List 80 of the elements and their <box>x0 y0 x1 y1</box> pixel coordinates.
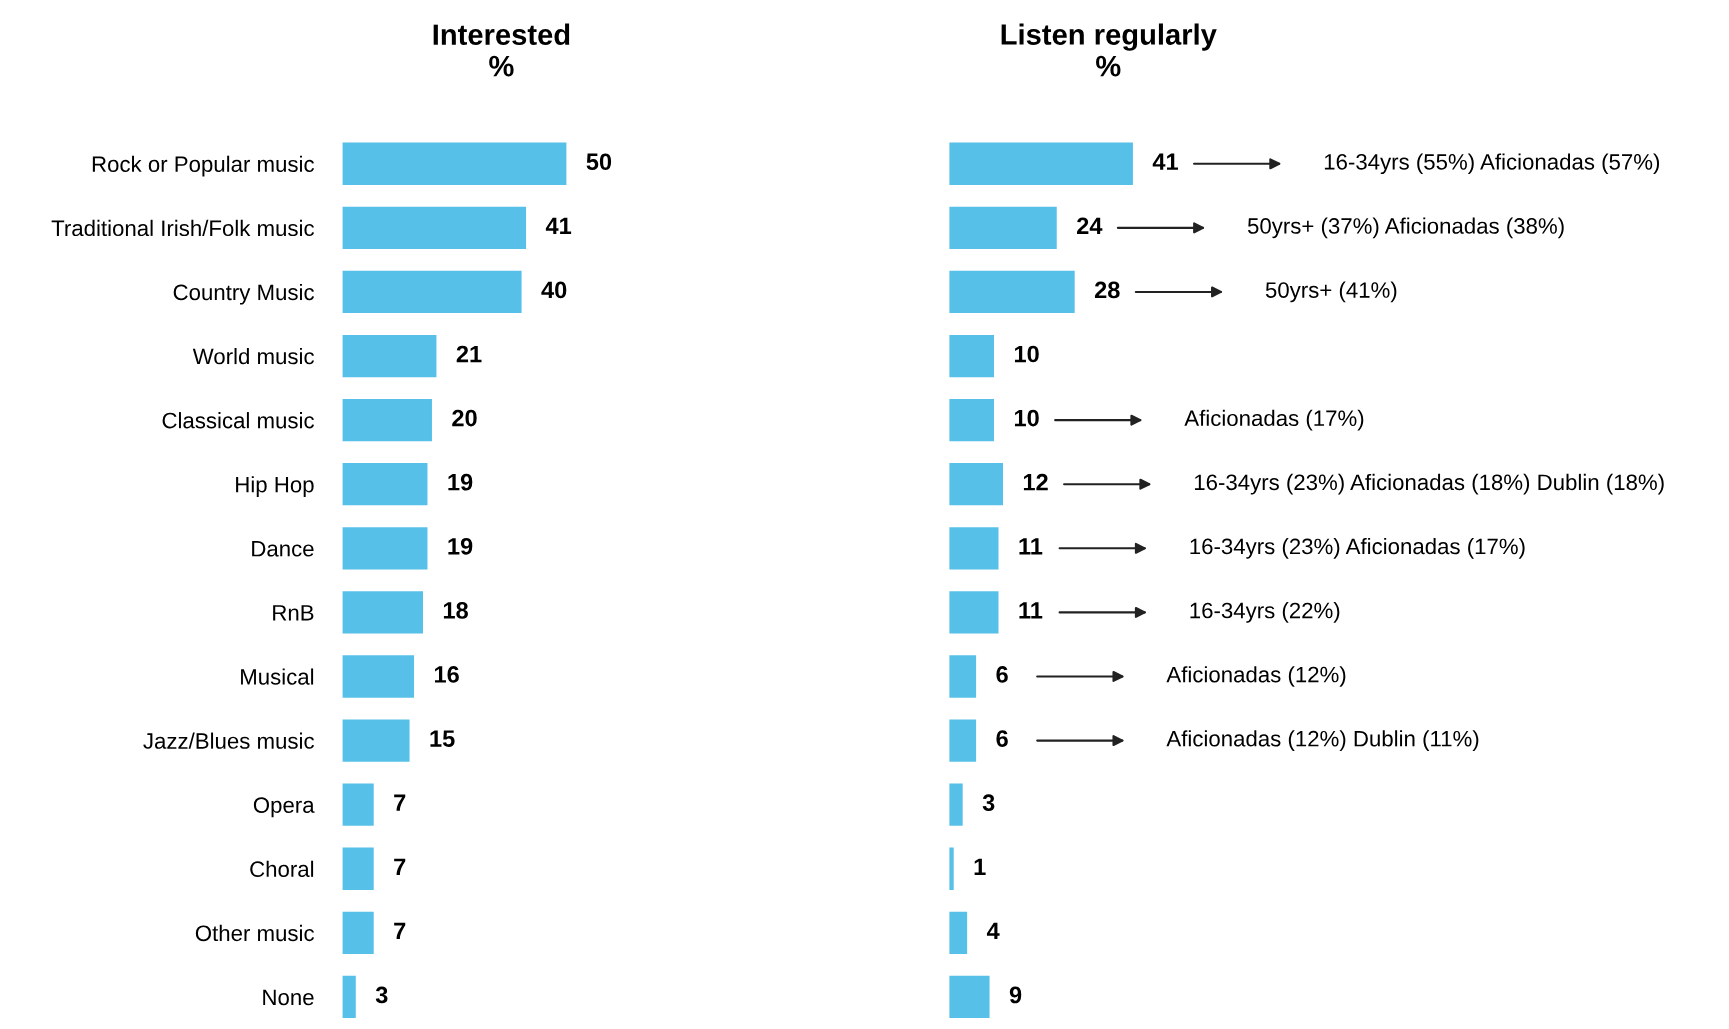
bar <box>342 911 374 955</box>
y-tick-label: Classical music <box>162 412 314 429</box>
data-label: 7 <box>394 922 406 939</box>
data-label: 20 <box>452 409 477 427</box>
y-tick-label: Traditional Irish/Folk music <box>51 219 314 237</box>
data-label: 3 <box>982 794 995 812</box>
y-tick-label: Choral <box>250 860 314 878</box>
data-label: 19 <box>448 537 473 555</box>
data-label: 9 <box>1009 986 1022 1004</box>
text: 16-34yrs (55%) Aficionadas (57%) <box>1324 153 1660 175</box>
data-label: 7 <box>394 794 406 811</box>
bar <box>949 783 963 826</box>
chart-title: Listen regularly % <box>1001 23 1217 77</box>
data-label: 19 <box>448 473 473 491</box>
data-label: 11 <box>1019 538 1043 555</box>
data-label: 28 <box>1094 281 1120 299</box>
chart-title: Interested % <box>433 23 570 77</box>
text: 50yrs+ (41%) <box>1265 281 1397 303</box>
text: Aficionadas (17%) <box>1184 409 1364 431</box>
bar <box>342 142 567 185</box>
y-tick-label: Other music <box>195 924 314 942</box>
data-label: 15 <box>430 730 455 747</box>
bar <box>342 847 374 890</box>
bar <box>342 655 415 698</box>
bar <box>342 270 522 314</box>
y-tick-label: Musical <box>241 668 314 685</box>
data-label: 1 <box>974 858 986 875</box>
data-label: 41 <box>1152 153 1178 170</box>
data-label: 40 <box>541 281 567 299</box>
y-tick-label: Opera <box>253 797 315 818</box>
bar <box>949 270 1075 314</box>
y-tick-label: Country Music <box>173 283 314 305</box>
bar <box>949 911 968 955</box>
bar <box>342 527 428 570</box>
bar <box>949 142 1133 185</box>
text: 16-34yrs (23%) Aficionadas (18%) Dublin (18%) <box>1194 473 1664 495</box>
bar <box>342 975 356 1019</box>
bar <box>949 463 1003 506</box>
bar <box>342 783 374 826</box>
bar <box>342 398 432 442</box>
data-label: 4 <box>986 922 1000 939</box>
text: 50yrs+ (37%) Aficionadas (38%) <box>1247 217 1564 239</box>
y-tick-label: Jazz/Blues music <box>143 732 314 749</box>
bar <box>949 527 999 570</box>
y-tick-label: World music <box>192 347 314 365</box>
bar <box>949 719 977 762</box>
text: Aficionadas (12%) Dublin (11%) <box>1166 730 1479 751</box>
data-label: 6 <box>996 730 1008 747</box>
bar <box>949 334 995 378</box>
bar <box>342 206 527 249</box>
data-label: 24 <box>1077 217 1103 234</box>
bar <box>949 591 999 634</box>
bar <box>949 206 1057 249</box>
bar <box>342 719 410 762</box>
data-label: 41 <box>545 217 572 234</box>
data-label: 10 <box>1014 345 1039 363</box>
data-label: 50 <box>586 153 612 171</box>
y-tick-label: Hip Hop <box>236 476 314 497</box>
data-label: 12 <box>1023 473 1048 491</box>
data-label: 3 <box>375 986 388 1004</box>
data-label: 7 <box>394 858 406 875</box>
data-label: 6 <box>996 666 1008 683</box>
bar <box>342 334 437 378</box>
y-tick-label: Dance <box>252 541 314 557</box>
y-tick-label: RnB <box>273 605 314 621</box>
data-label: 10 <box>1014 409 1039 427</box>
bar <box>949 398 995 442</box>
text: Aficionadas (12%) <box>1166 666 1346 687</box>
bar <box>949 655 977 698</box>
text: 16-34yrs (22%) <box>1190 602 1340 623</box>
bar <box>949 975 990 1019</box>
bar <box>342 463 428 506</box>
bar <box>342 591 423 634</box>
data-label: 16 <box>434 666 459 683</box>
y-tick-label: None <box>263 989 314 1006</box>
data-label: 18 <box>443 602 468 619</box>
text: 16-34yrs (23%) Aficionadas (17%) <box>1190 537 1525 559</box>
y-tick-label: Rock or Popular music <box>92 155 314 177</box>
data-label: 11 <box>1019 602 1043 619</box>
data-label: 21 <box>456 345 482 363</box>
